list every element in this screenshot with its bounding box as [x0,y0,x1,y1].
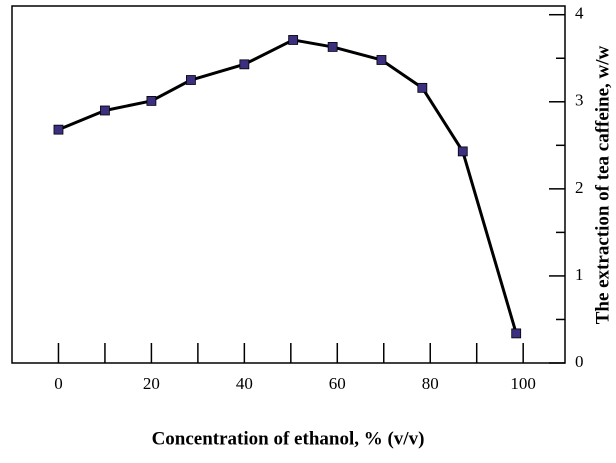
y-tick-label: 2 [575,178,584,197]
data-point [376,55,387,65]
data-point [100,105,110,116]
data-point [511,328,522,339]
x-tick-label: 100 [510,374,536,393]
y-tick-label: 3 [575,91,584,110]
y-tick-label: 0 [575,352,584,371]
x-tick-label: 60 [329,374,346,393]
data-point [288,35,299,45]
data-point [146,96,157,106]
plot-frame [11,5,566,364]
x-tick-label: 20 [143,374,160,393]
data-point [186,75,196,85]
data-line [57,38,518,334]
data-point [53,124,64,135]
x-axis-title: Concentration of ethanol, % (v/v) [152,428,425,449]
y-axis-title: The extraction of tea caffeine, w/w [592,45,613,324]
data-point [417,82,428,93]
data-point [457,146,468,157]
x-tick-label: 0 [54,374,63,393]
data-point [239,59,250,70]
y-tick-label: 4 [575,4,584,23]
x-tick-label: 80 [422,374,439,393]
x-tick-label: 40 [236,374,253,393]
data-point [327,42,338,52]
y-tick-label: 1 [575,265,584,284]
